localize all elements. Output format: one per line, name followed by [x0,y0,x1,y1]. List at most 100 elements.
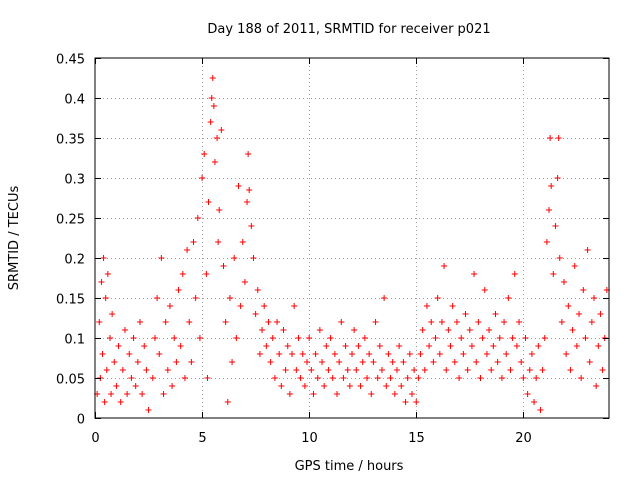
data-point [466,327,473,333]
y-tick-label: 0.1 [64,333,85,348]
data-point [207,119,214,125]
data-point [576,311,583,317]
data-point [548,183,555,189]
data-point [462,311,469,317]
data-point [109,311,116,317]
data-point [501,319,508,325]
data-point [224,399,231,405]
data-point [421,367,428,373]
data-point [385,351,392,357]
data-point [494,359,501,365]
data-point [208,95,215,101]
data-point [196,335,203,341]
data-point [591,295,598,301]
data-point [398,383,405,389]
data-point [477,375,484,381]
data-point [334,391,341,397]
data-point [359,359,366,365]
data-point [308,367,315,373]
data-point [250,255,257,261]
data-point [278,383,285,389]
data-point [295,335,302,341]
data-point [181,375,188,381]
data-point [222,319,229,325]
data-point [411,367,418,373]
data-point [475,319,482,325]
data-point [121,327,128,333]
data-point [479,335,486,341]
data-point [402,399,409,405]
data-point [346,383,353,389]
data-point [323,343,330,349]
data-point [319,359,326,365]
data-point [518,359,525,365]
data-point [233,335,240,341]
x-tick-label: 10 [301,431,318,446]
data-point [204,375,211,381]
data-point [342,343,349,349]
data-point [453,319,460,325]
data-point [573,343,580,349]
data-point [177,343,184,349]
data-point [580,287,587,293]
data-point [124,391,131,397]
data-point [289,351,296,357]
data-point [239,239,246,245]
grid-lines [95,58,609,418]
data-point [136,319,143,325]
data-point [218,127,225,133]
data-point [143,367,150,373]
data-point [355,343,362,349]
data-point [344,367,351,373]
y-tick-label: 0.45 [56,53,85,68]
data-point [396,343,403,349]
data-point [331,351,338,357]
data-point [329,375,336,381]
data-point [169,383,176,389]
data-point [451,359,458,365]
data-point [417,351,424,357]
data-point [349,351,355,357]
data-point [353,367,360,373]
data-point [205,199,212,205]
y-tick-label: 0 [77,413,85,428]
data-point [282,367,289,373]
data-point [130,335,137,341]
data-point [513,343,520,349]
data-point [363,375,370,381]
data-point [214,135,221,141]
y-tick-label: 0.35 [56,133,85,148]
data-point [387,375,394,381]
data-point [445,327,452,333]
x-tick-labels: 0 5 10 15 20 [91,431,531,446]
data-point [149,375,156,381]
data-point [263,343,270,349]
data-point [535,343,542,349]
data-point [400,359,407,365]
data-point [128,375,135,381]
data-point [361,335,368,341]
data-point [426,343,433,349]
data-point [546,207,553,213]
data-point [555,135,562,141]
data-point [293,367,300,373]
data-point [539,367,546,373]
data-point [252,311,259,317]
data-point [171,335,178,341]
data-point [226,295,233,301]
data-point [584,247,591,253]
data-point [132,383,139,389]
data-point [106,335,113,341]
data-point [419,327,426,333]
data-point [245,151,252,157]
data-point [179,271,186,277]
data-point [486,327,493,333]
data-point [571,263,578,269]
data-point [117,399,124,405]
data-point [588,319,595,325]
data-points [94,75,610,413]
data-point [210,103,217,109]
data-point [265,319,272,325]
data-point [216,207,223,213]
data-point [406,351,413,357]
